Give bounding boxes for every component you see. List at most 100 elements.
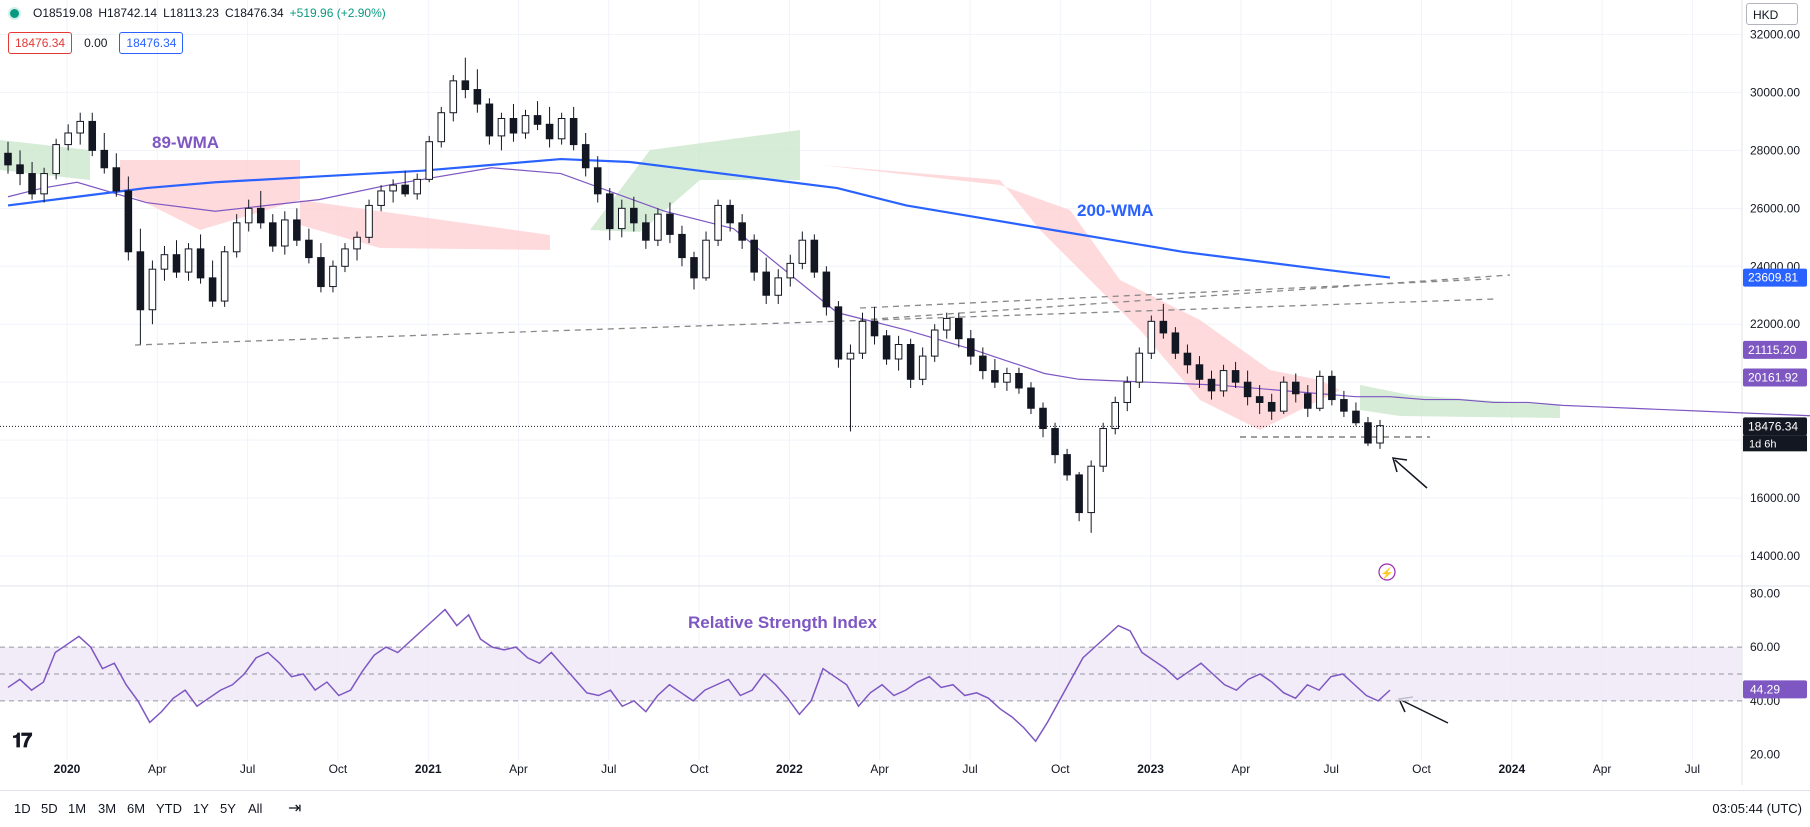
candle-body bbox=[774, 277, 783, 296]
ohlc-high: H18742.14 bbox=[98, 6, 158, 20]
candle-body bbox=[1183, 352, 1192, 366]
y-tick-label: 22000.00 bbox=[1750, 317, 1800, 331]
timeframe-1m[interactable]: 1M bbox=[68, 801, 87, 816]
candle-body bbox=[413, 178, 421, 195]
y-tick-label: 16000.00 bbox=[1750, 491, 1800, 505]
cloud-bearish bbox=[120, 160, 300, 230]
candle-body bbox=[112, 167, 121, 192]
tradingview-logo[interactable]: 𝟏𝟕 bbox=[12, 730, 32, 752]
candle-body bbox=[618, 207, 626, 230]
bid-ask-badges: 18476.34 0.00 18476.34 bbox=[8, 32, 184, 54]
currency-selector[interactable]: HKD bbox=[1746, 3, 1798, 25]
candle-body bbox=[40, 173, 48, 195]
candle-body bbox=[870, 320, 879, 337]
candle-body bbox=[1328, 375, 1336, 401]
price-label-bg bbox=[1743, 268, 1807, 287]
ohlc-close: C18476.34 bbox=[224, 6, 284, 20]
candle-body bbox=[196, 248, 205, 279]
price-label-bg bbox=[1743, 340, 1807, 359]
candle-body bbox=[786, 262, 795, 279]
candle-body bbox=[822, 271, 831, 308]
price-label: 23609.81 bbox=[1748, 271, 1798, 285]
candle-body bbox=[244, 207, 253, 224]
clock: 03:05:44 (UTC) bbox=[1712, 801, 1802, 816]
rsi-y-tick-label: 20.00 bbox=[1750, 748, 1780, 762]
candle-body bbox=[1051, 428, 1059, 456]
timeframe-1y[interactable]: 1Y bbox=[193, 801, 209, 816]
y-tick-label: 30000.00 bbox=[1750, 85, 1800, 99]
candle-body bbox=[702, 239, 710, 279]
sell-price-button[interactable]: 18476.34 bbox=[8, 32, 73, 54]
cloud-bearish bbox=[300, 200, 550, 250]
candle-body bbox=[557, 118, 566, 140]
candle-body bbox=[148, 268, 157, 311]
candle-body bbox=[533, 115, 542, 125]
x-tick-label: Jul bbox=[1324, 762, 1339, 776]
ohlc-open: O18519.08 bbox=[33, 6, 93, 20]
candle-body bbox=[942, 317, 951, 331]
candle-body bbox=[208, 277, 217, 302]
timeframe-5y[interactable]: 5Y bbox=[220, 801, 236, 816]
candle-body bbox=[967, 338, 975, 357]
price-label: 18476.34 bbox=[1748, 419, 1798, 433]
candle-body bbox=[449, 80, 458, 114]
timeframe-1d[interactable]: 1D bbox=[14, 801, 31, 816]
candle-body bbox=[124, 190, 133, 253]
event-icon bbox=[1378, 563, 1396, 581]
event-icon-glyph: ⚡ bbox=[1380, 567, 1394, 580]
timeframe-all[interactable]: All bbox=[248, 801, 263, 816]
candle-body bbox=[991, 370, 999, 383]
candle-body bbox=[1267, 401, 1276, 412]
candle-body bbox=[1075, 474, 1083, 514]
candle-body bbox=[16, 164, 24, 175]
annotation-rsi: Relative Strength Index bbox=[688, 613, 877, 632]
arrow-price-head bbox=[1391, 457, 1408, 473]
x-tick-label: 2021 bbox=[415, 762, 442, 776]
timeframe-3m[interactable]: 3M bbox=[98, 801, 117, 816]
candle-body bbox=[1027, 387, 1035, 409]
x-tick-label: Oct bbox=[1412, 762, 1431, 776]
candle-body bbox=[1099, 428, 1107, 467]
timeframe-6m[interactable]: 6M bbox=[127, 801, 146, 816]
candle-body bbox=[762, 271, 770, 296]
candle-body bbox=[642, 222, 650, 241]
candle-body bbox=[1352, 410, 1360, 424]
candle-body bbox=[1304, 393, 1312, 409]
buy-price-button[interactable]: 18476.34 bbox=[119, 32, 184, 54]
candle-body bbox=[341, 248, 349, 267]
candle-body bbox=[979, 355, 987, 372]
y-tick-label: 14000.00 bbox=[1750, 549, 1800, 563]
candle-body bbox=[834, 306, 843, 360]
x-tick-label: Jul bbox=[962, 762, 977, 776]
candle-body bbox=[1207, 378, 1216, 392]
timeframe-5d[interactable]: 5D bbox=[41, 801, 58, 816]
annotation-200-wma: 200-WMA bbox=[1077, 201, 1154, 220]
countdown-label: 1d 6h bbox=[1749, 438, 1777, 450]
candle-body bbox=[1159, 320, 1168, 334]
timeframe-ytd[interactable]: YTD bbox=[156, 801, 182, 816]
candle-body bbox=[1171, 332, 1180, 354]
date-range-icon[interactable]: ⇥ bbox=[288, 800, 302, 817]
candle-body bbox=[858, 320, 867, 354]
candle-body bbox=[1135, 352, 1144, 383]
price-label-bg bbox=[1743, 417, 1807, 436]
bottom-toolbar: 1D 5D 1M 3M 6M YTD 1Y 5Y All ⇥ 03:05:44 … bbox=[0, 790, 1810, 827]
candle-body bbox=[473, 89, 482, 105]
candle-body bbox=[954, 317, 963, 340]
candle-body bbox=[750, 239, 758, 273]
trendline-lower bbox=[134, 298, 1496, 346]
candle-body bbox=[666, 213, 674, 235]
candle-body bbox=[545, 123, 554, 140]
candle-body bbox=[1039, 407, 1047, 430]
x-tick-label: Oct bbox=[1051, 762, 1070, 776]
x-tick-label: Oct bbox=[690, 762, 709, 776]
candle-body bbox=[1279, 381, 1288, 412]
candle-body bbox=[1255, 396, 1264, 403]
candle-body bbox=[894, 344, 903, 360]
candle-body bbox=[918, 355, 927, 380]
rsi-value-label: 44.29 bbox=[1750, 682, 1780, 696]
candle-body bbox=[425, 141, 434, 180]
candle-body bbox=[485, 103, 494, 137]
candle-body bbox=[654, 213, 662, 241]
cloud-bearish bbox=[820, 165, 1340, 430]
